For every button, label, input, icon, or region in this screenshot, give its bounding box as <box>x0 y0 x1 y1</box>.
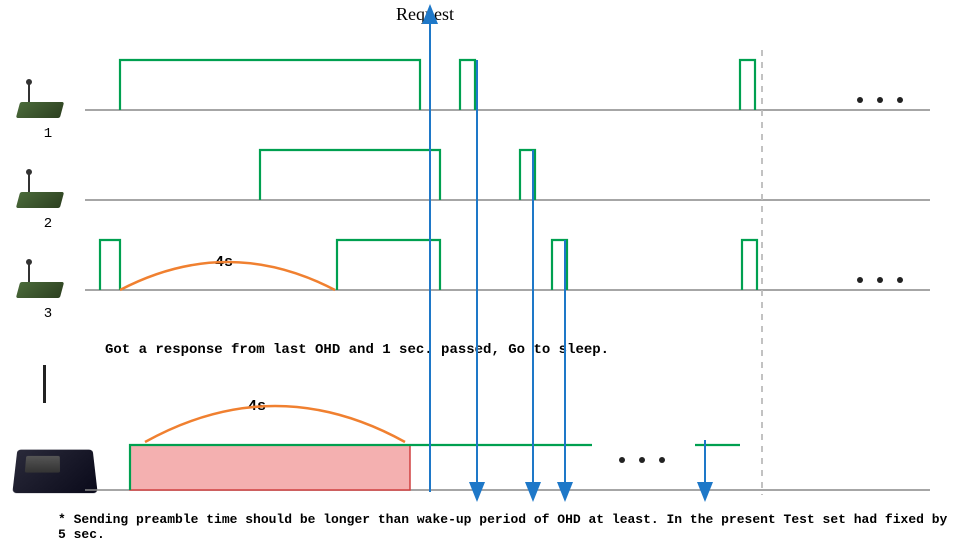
timing-diagram <box>0 0 955 534</box>
